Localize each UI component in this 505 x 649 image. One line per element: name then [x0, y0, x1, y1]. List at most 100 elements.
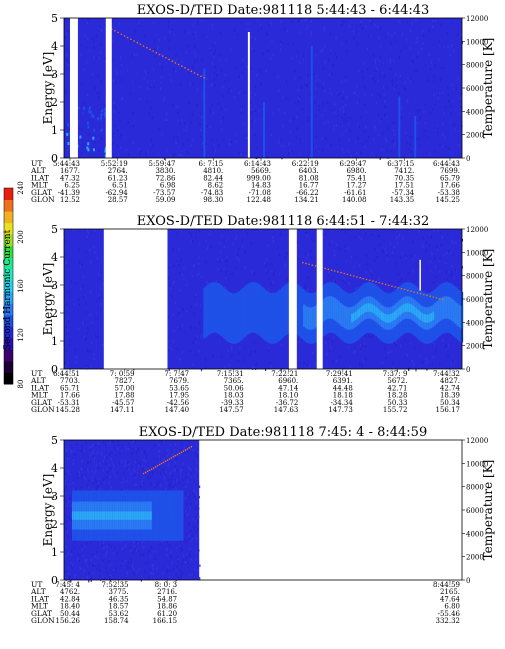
spectrogram-cell [395, 78, 398, 82]
spectrogram-cell [241, 63, 243, 67]
spectrogram-cell [175, 457, 177, 461]
spectrogram-cell [442, 91, 444, 95]
spectrogram-cell [191, 234, 193, 238]
spectrogram-cell [283, 145, 285, 148]
spectrogram-cell [253, 49, 255, 52]
spectrogram-cell [271, 236, 273, 239]
spectrogram-cell [194, 295, 196, 298]
spectrogram-cell [183, 576, 185, 580]
spectrogram-cell [162, 54, 164, 57]
spectrogram-cell [64, 361, 66, 365]
spectrogram-cell [166, 577, 168, 580]
spectrogram-cell [255, 362, 257, 366]
spectrogram-cell [67, 29, 69, 33]
spectrogram-cell [157, 47, 159, 50]
spectrogram-cell [164, 118, 166, 122]
spectrogram-cell [393, 144, 395, 148]
spectrogram-cell [388, 281, 391, 285]
spectrogram-cell [108, 464, 110, 468]
spectrogram-band [118, 511, 121, 520]
spectrogram-cell [409, 143, 411, 146]
spectrogram-cell [106, 551, 108, 554]
spectrogram-cell [374, 125, 376, 129]
spectrogram-cell [171, 282, 174, 285]
spectrogram-band [138, 511, 141, 520]
spectrogram-cell [410, 80, 412, 83]
spectrogram-cell [242, 58, 244, 62]
spectrogram-cell [105, 90, 107, 94]
spectrogram-band [99, 511, 102, 520]
spectrogram-cell [193, 312, 195, 315]
temperature-point [372, 280, 374, 282]
spectrogram-cell [122, 546, 124, 550]
spectrogram-cell [271, 40, 273, 44]
spectrogram-cell [82, 322, 84, 326]
spectrogram-cell [232, 243, 234, 246]
spectrogram-cell [305, 231, 307, 235]
spectrogram-cell [304, 284, 306, 287]
spectrogram-cell [90, 453, 92, 457]
spectrogram-band [419, 311, 423, 321]
spectrogram-cell [448, 250, 450, 253]
spectrogram-band [376, 308, 380, 317]
spectrogram-band [157, 490, 160, 541]
spectrogram-cell [413, 346, 416, 350]
spectrogram-cell [198, 549, 200, 552]
spectrogram-cell [104, 57, 106, 60]
spectrogram-cell [386, 86, 388, 89]
spectrogram-cell [135, 483, 138, 486]
spectrogram-cell [119, 452, 121, 456]
orbit-value: 158.74 [104, 617, 129, 625]
spectrogram-cell [87, 461, 89, 465]
spectrogram-cell [440, 243, 443, 247]
spectrogram-cell [429, 111, 432, 115]
spectrogram-cell [186, 492, 188, 496]
spectrogram-cell [195, 293, 197, 297]
spectrogram-cell [445, 344, 447, 348]
spectrogram-cell [76, 476, 78, 480]
spectrogram-cell [439, 92, 441, 95]
orbit-value: 44.48 [333, 384, 353, 392]
spectrogram-cell [280, 43, 282, 46]
spectrogram-cell [205, 358, 207, 361]
temperature-point [186, 448, 189, 450]
spectrogram-band [421, 312, 425, 322]
y-tick-label: 0 [51, 363, 58, 376]
spectrogram-cell [345, 40, 347, 43]
spectrogram-cell [411, 61, 414, 65]
spectrogram-cell [231, 348, 233, 351]
spectrogram-cell [100, 128, 103, 132]
temperature-point [381, 282, 384, 285]
spectrogram-cell [103, 111, 106, 115]
spectrogram-cell [132, 111, 135, 115]
spectrogram-cell [453, 123, 455, 126]
spectrogram-cell [89, 49, 91, 53]
spectrogram-cell [433, 342, 436, 346]
spectrogram-cell [193, 45, 196, 48]
spectrogram-cell [365, 126, 367, 129]
spectrogram-cell [193, 326, 196, 329]
spectrogram-cell [200, 135, 202, 139]
spectrogram-cell [199, 577, 201, 581]
spectrogram-cell [80, 128, 83, 132]
spectrogram-cell [416, 36, 418, 40]
spectrogram-cell [66, 310, 68, 314]
spectrogram-cell [139, 485, 141, 488]
spectrogram-cell [139, 553, 141, 557]
spectrogram-cell [195, 551, 197, 554]
spectrogram-band [330, 296, 334, 319]
spectrogram-cell [284, 111, 286, 115]
orbit-value: 122.48 [247, 196, 272, 204]
spectrogram-band [375, 306, 379, 316]
spectrogram-cell [353, 265, 355, 269]
spectrogram-cell [131, 440, 133, 444]
spectrogram-cell [76, 472, 78, 476]
spectrogram-cell [400, 49, 402, 53]
spectrogram-cell [250, 242, 252, 245]
spectrogram-cell [92, 136, 95, 140]
spectrogram-cell [343, 150, 345, 154]
colorbar-tick-label: 240 [17, 181, 25, 194]
spectrogram-band [88, 511, 91, 520]
spectrogram-cell [67, 469, 69, 473]
spectrogram-cell [116, 144, 119, 148]
